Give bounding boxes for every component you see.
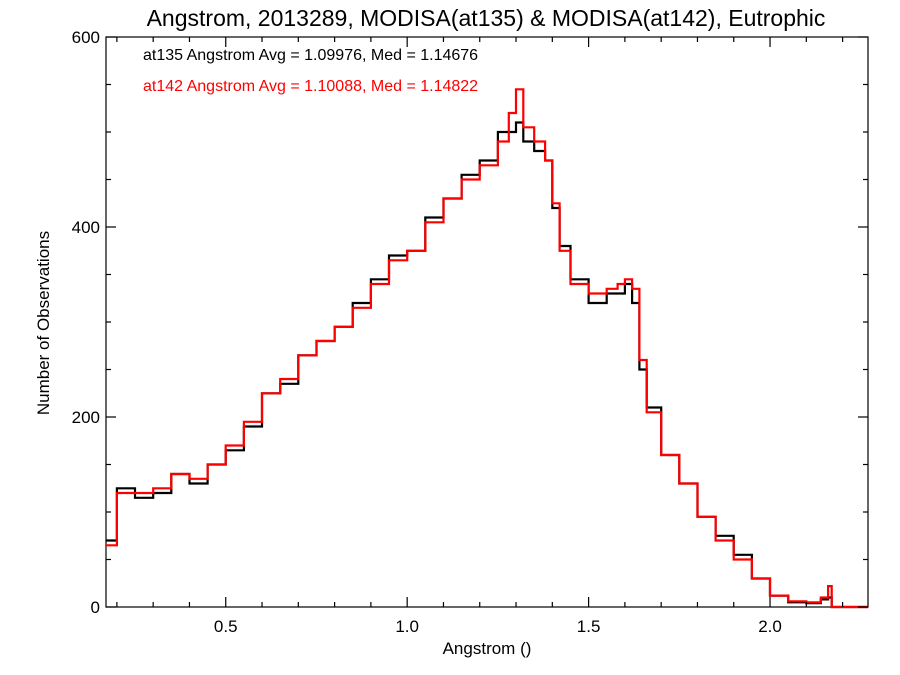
plot-frame	[105, 36, 869, 608]
y-tick-label: 0	[91, 598, 100, 617]
x-tick-label: 1.5	[577, 617, 601, 636]
x-tick-label: 1.0	[395, 617, 419, 636]
ticks-layer	[106, 36, 868, 608]
y-tick-label: 200	[72, 408, 100, 427]
series-line-at135	[106, 121, 868, 609]
x-tick-label: 2.0	[758, 617, 782, 636]
chart-title: Angstrom, 2013289, MODISA(at135) & MODIS…	[147, 5, 826, 31]
y-tick-label: 400	[72, 218, 100, 237]
y-tick-label: 600	[72, 28, 100, 47]
x-tick-label: 0.5	[214, 617, 238, 636]
series-line-at142	[106, 88, 868, 609]
tick-labels: 0.5 1.0 1.5 2.0 0 200 400 600	[72, 28, 782, 636]
y-axis-label: Number of Observations	[34, 231, 53, 415]
plot-area	[105, 36, 869, 609]
legend-entry-at135: at135 Angstrom Avg = 1.09976, Med = 1.14…	[143, 47, 478, 64]
legend-entry-at142: at142 Angstrom Avg = 1.10088, Med = 1.14…	[143, 78, 478, 95]
series-layer	[106, 88, 868, 609]
x-axis-label: Angstrom ()	[443, 639, 532, 658]
